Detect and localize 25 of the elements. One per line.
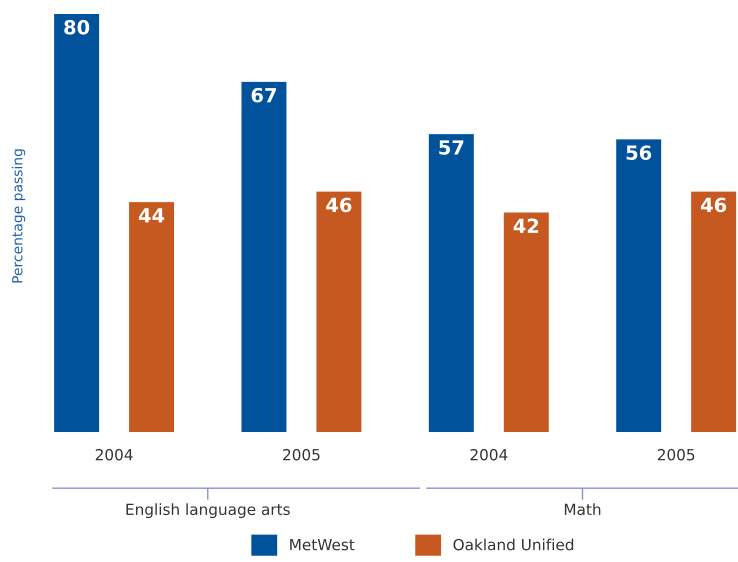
text: Math bbox=[564, 503, 600, 516]
data-label: 44 bbox=[138, 208, 164, 222]
data-label: 57 bbox=[439, 140, 464, 155]
bar bbox=[428, 134, 474, 432]
x-tick-label: 2004 bbox=[96, 448, 133, 460]
data-label: 56 bbox=[626, 145, 652, 160]
data-label: 42 bbox=[514, 218, 538, 233]
data-label: 46 bbox=[700, 198, 726, 212]
x-tick-label: 2004 bbox=[470, 448, 508, 460]
legend-label: MetWest bbox=[290, 539, 354, 550]
bar bbox=[616, 139, 662, 432]
bar bbox=[241, 82, 286, 432]
bar bbox=[54, 14, 100, 432]
bar bbox=[316, 192, 362, 432]
x-tick-label: 2005 bbox=[658, 448, 694, 460]
data-label: 67 bbox=[252, 88, 276, 103]
legend-label: Oakland Unified bbox=[453, 538, 574, 550]
data-label: 46 bbox=[326, 198, 352, 212]
data-label: 80 bbox=[64, 20, 90, 35]
bar bbox=[691, 192, 736, 432]
x-tick-label: 2005 bbox=[283, 448, 320, 460]
bar bbox=[504, 212, 549, 432]
text: English language arts bbox=[126, 503, 290, 518]
y-axis-title: Percentage passing bbox=[12, 149, 26, 283]
bar bbox=[129, 202, 174, 432]
